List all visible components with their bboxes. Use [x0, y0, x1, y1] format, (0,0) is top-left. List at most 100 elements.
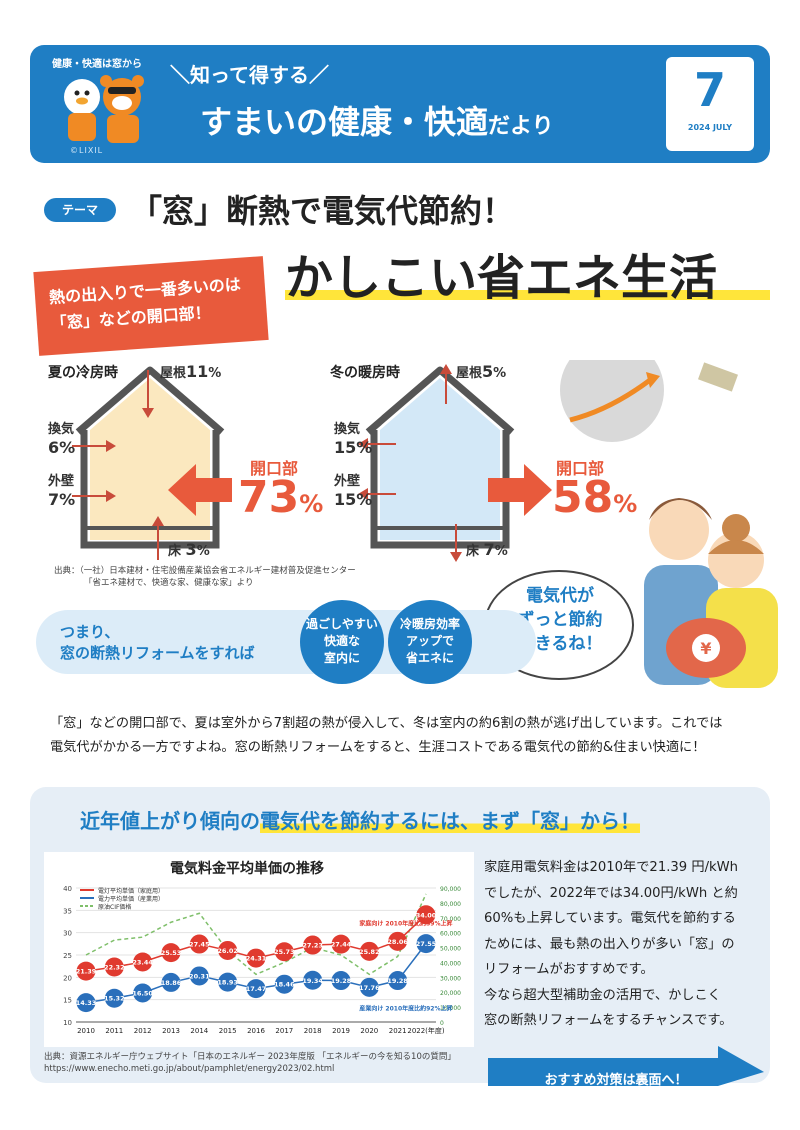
- data-point: [416, 905, 436, 925]
- data-point: [104, 957, 124, 977]
- mascot-illustration: [64, 75, 144, 143]
- y2-tick-label: 10,000: [440, 1005, 461, 1012]
- header-subtitle: ＼知って得する／: [170, 63, 329, 87]
- x-tick-label: 2016: [247, 1027, 265, 1035]
- data-point: [104, 988, 124, 1008]
- data-label: 22.32: [104, 963, 125, 971]
- data-label: 27.55: [416, 940, 437, 948]
- data-label: 17.76: [359, 984, 380, 992]
- data-label: 19.28: [387, 977, 408, 985]
- annotation-household: 家庭向け 2010年度比約59%上昇: [359, 920, 452, 928]
- x-tick-label: 2019: [332, 1027, 350, 1035]
- data-label: 34.00: [416, 911, 437, 919]
- data-point: [218, 972, 238, 992]
- issue-date: 2024 JULY: [687, 123, 733, 132]
- data-point: [303, 935, 323, 955]
- section-heading: 近年値上がり傾向の電気代を節約するには、まず「窓」から！: [80, 809, 640, 833]
- y2-tick-label: 20,000: [440, 990, 461, 997]
- x-tick-label: 2020: [360, 1027, 378, 1035]
- data-point: [359, 941, 379, 961]
- summer-vent-value: 6%: [48, 438, 76, 457]
- data-point: [133, 952, 153, 972]
- data-point: [76, 961, 96, 981]
- newsletter-title: すまいの健康・快適だより: [200, 103, 554, 141]
- winter-wall-label: 外壁: [334, 474, 361, 489]
- data-point: [359, 977, 379, 997]
- data-label: 21.39: [76, 968, 97, 976]
- header-tagline: 健康・快適は窓から: [52, 59, 142, 70]
- data-point: [76, 993, 96, 1013]
- x-tick-label: 2014: [190, 1027, 208, 1035]
- data-point: [331, 934, 351, 954]
- y-tick-label: 30: [63, 930, 72, 938]
- winter-house-illustration: [358, 364, 552, 562]
- headline-highlight: [285, 290, 770, 300]
- winter-label: 冬の暖房時: [330, 365, 400, 381]
- data-point: [274, 942, 294, 962]
- y-tick-label: 10: [63, 1019, 72, 1027]
- body-paragraph: 「窓」などの開口部で、夏は室外から7割超の熱が侵入して、冬は室内の約6割の熱が逃…: [50, 716, 723, 755]
- data-point: [161, 972, 181, 992]
- summer-wall-value: 7%: [48, 490, 76, 509]
- theme-badge: テーマ: [44, 198, 116, 222]
- couple-illustration: ¥: [644, 498, 778, 688]
- x-tick-label: 2010: [77, 1027, 95, 1035]
- legend-label: 原油CIF価格: [98, 903, 131, 911]
- y-tick-label: 25: [63, 952, 72, 960]
- cta-label[interactable]: おすすめ対策は裏面へ！: [544, 1073, 688, 1088]
- data-label: 27.44: [331, 941, 352, 949]
- x-tick-label: 2022(年度): [407, 1026, 445, 1035]
- flying-money-illustration: [698, 362, 738, 392]
- y2-tick-label: 80,000: [440, 901, 461, 908]
- data-label: 23.44: [132, 958, 153, 966]
- data-label: 27.23: [302, 942, 323, 950]
- explanation-text: 家庭用電気料金は2010年で21.39 円/kWh でしたが、2022年では34…: [484, 860, 739, 1028]
- issue-box: 7 2024 JULY: [666, 57, 754, 151]
- data-label: 25.53: [161, 949, 182, 957]
- cta-arrow-banner[interactable]: [488, 1046, 764, 1086]
- y2-tick-label: 30,000: [440, 975, 461, 982]
- x-tick-label: 2013: [162, 1027, 180, 1035]
- data-point: [246, 948, 266, 968]
- y2-tick-label: 90,000: [440, 886, 461, 893]
- data-label: 14.33: [76, 999, 97, 1007]
- summer-wall-label: 外壁: [48, 474, 75, 489]
- data-point: [246, 979, 266, 999]
- data-point: [388, 931, 408, 951]
- x-tick-label: 2012: [134, 1027, 152, 1035]
- data-point: [416, 934, 436, 954]
- house-diagrams: [72, 360, 738, 562]
- data-point: [161, 943, 181, 963]
- y2-tick-label: 60,000: [440, 931, 461, 938]
- data-label: 18.93: [217, 979, 238, 987]
- copyright: ©LIXIL: [70, 146, 104, 155]
- data-label: 19.28: [331, 977, 352, 985]
- red-callout: 熱の出入りで一番多いのは 「窓」などの開口部！: [33, 256, 269, 356]
- data-point: [303, 970, 323, 990]
- electricity-price-chart: 10 15 20 25 30 35 40 0 10,000 20,000 30,000 40,000 5…: [63, 885, 461, 1035]
- data-label: 25.82: [359, 948, 380, 956]
- data-label: 28.06: [387, 938, 408, 946]
- winter-vent-value: 15%: [334, 438, 373, 457]
- data-label: 15.32: [104, 995, 125, 1003]
- winter-vent-label: 換気: [334, 422, 361, 437]
- data-label: 18.46: [274, 981, 295, 989]
- x-tick-label: 2021: [389, 1027, 407, 1035]
- data-label: 26.02: [217, 947, 238, 955]
- data-label: 18.86: [161, 979, 182, 987]
- summer-label: 夏の冷房時: [48, 365, 118, 381]
- x-tick-label: 2015: [219, 1027, 237, 1035]
- data-label: 20.31: [189, 972, 210, 980]
- x-tick-label: 2017: [275, 1027, 293, 1035]
- headline: 「窓」断熱で電気代節約！: [130, 192, 515, 230]
- subheadline: かしこい省エネ生活: [285, 250, 718, 306]
- x-tick-label: 2011: [105, 1027, 123, 1035]
- data-label: 17.47: [246, 985, 267, 993]
- summer-floor: 床 3%: [168, 540, 210, 559]
- y2-tick-label: 0: [440, 1020, 444, 1027]
- y-tick-label: 20: [63, 974, 72, 982]
- y-tick-label: 35: [63, 907, 72, 915]
- data-point: [331, 971, 351, 991]
- conclusion-text: つまり、 窓の断熱リフォームをすれば: [60, 623, 255, 662]
- data-label: 19.34: [302, 977, 323, 985]
